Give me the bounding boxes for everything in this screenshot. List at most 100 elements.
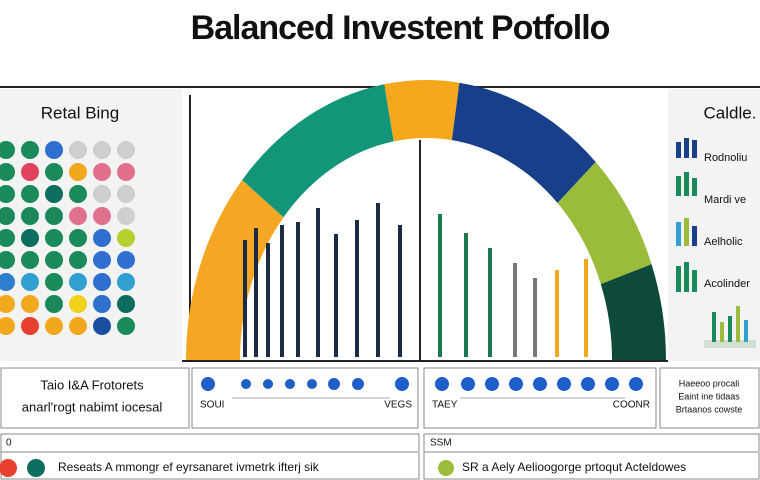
dot [45, 251, 63, 269]
dot [0, 251, 15, 269]
dot [117, 207, 135, 225]
dot [45, 207, 63, 225]
dot [0, 163, 15, 181]
right-item: Rodnoliu [704, 152, 747, 164]
dot [93, 251, 111, 269]
dot [0, 317, 15, 335]
summary-dots [201, 377, 643, 391]
dot [117, 229, 135, 247]
dot [117, 251, 135, 269]
dot [93, 207, 111, 225]
dot [45, 185, 63, 203]
summary-label: SOUI [200, 400, 224, 411]
dot [117, 163, 135, 181]
summary-text: Eaint ine tidaas [678, 391, 740, 401]
summary-text: Brtaanos cowste [676, 404, 743, 414]
dot [117, 185, 135, 203]
bar [555, 270, 559, 357]
footer-tag: 0 [6, 438, 12, 449]
dot [69, 251, 87, 269]
dot [69, 273, 87, 291]
gauge-segment [186, 180, 284, 360]
dot [69, 317, 87, 335]
dot [93, 141, 111, 159]
dot [21, 229, 39, 247]
dot [0, 229, 15, 247]
dot [93, 273, 111, 291]
footer-tag: SSM [430, 438, 452, 449]
bar [438, 214, 442, 357]
dot [45, 317, 63, 335]
dot [21, 273, 39, 291]
bar [533, 278, 537, 357]
dot [21, 163, 39, 181]
bar [464, 233, 468, 357]
footer-dot [27, 459, 45, 477]
footer-dot [438, 460, 454, 476]
right-panel-title: Caldle. [704, 103, 757, 122]
summary-text: Taio I&A Frotorets [40, 377, 144, 392]
dot [117, 317, 135, 335]
dot [93, 295, 111, 313]
dot [21, 317, 39, 335]
dot [0, 295, 15, 313]
left-panel-title: Retal Bing [41, 103, 119, 122]
bar [334, 234, 338, 357]
dot [21, 185, 39, 203]
dot [21, 207, 39, 225]
bar [513, 263, 517, 357]
dot [0, 207, 15, 225]
bar [280, 225, 284, 357]
right-icons [676, 138, 756, 348]
bar [296, 222, 300, 357]
footer-dot [0, 459, 17, 477]
dot [69, 185, 87, 203]
dot [93, 317, 111, 335]
bar [488, 248, 492, 357]
bar [254, 228, 258, 357]
summary-text: Haeeoo procali [679, 378, 740, 388]
dot [45, 163, 63, 181]
dot [69, 141, 87, 159]
dot [69, 229, 87, 247]
dot [69, 295, 87, 313]
dot [69, 163, 87, 181]
dot [21, 251, 39, 269]
dot [0, 141, 15, 159]
dot [117, 141, 135, 159]
dot [93, 163, 111, 181]
bar [584, 259, 588, 357]
footer-text: SR a Aely Aelioogorge prtoqut Acteldowes [462, 460, 686, 474]
bar [266, 243, 270, 357]
summary-label: COONR [613, 400, 650, 411]
dot [21, 295, 39, 313]
gauge-segment [557, 162, 652, 285]
dot [21, 141, 39, 159]
gauge-segment [600, 264, 666, 360]
bar [316, 208, 320, 357]
gauge-segment [242, 84, 394, 218]
bar [355, 220, 359, 357]
page-title: Balanced Investent Potfollo [191, 9, 610, 47]
dot [93, 229, 111, 247]
dot [0, 273, 15, 291]
left-panel [0, 89, 182, 361]
dot [117, 295, 135, 313]
bar [398, 225, 402, 357]
dot [45, 273, 63, 291]
dot [0, 185, 15, 203]
dot [45, 141, 63, 159]
dot [45, 229, 63, 247]
gauge-segment [451, 82, 596, 204]
summary-text: anarl'rogt nabimt iocesal [22, 399, 163, 414]
summary-label: VEGS [384, 400, 412, 411]
bar [376, 203, 380, 357]
summary-label: TAEY [432, 400, 458, 411]
dot [93, 185, 111, 203]
right-item: Aelholic [704, 236, 743, 248]
dot [45, 295, 63, 313]
right-item: Mardi ve [704, 194, 746, 206]
dot [69, 207, 87, 225]
bar [243, 240, 247, 357]
